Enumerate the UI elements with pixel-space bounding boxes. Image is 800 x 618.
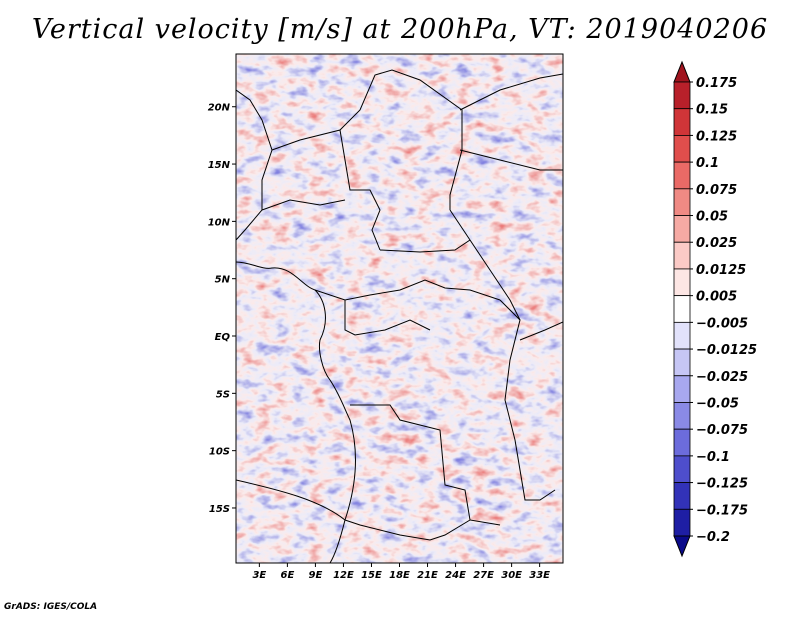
colorbar-label: 0.125 — [696, 129, 737, 144]
colorbar-band — [673, 188, 691, 216]
colorbar-label: −0.125 — [696, 477, 748, 492]
colorbar-band — [673, 215, 691, 243]
colorbar-label: 0.075 — [696, 183, 737, 198]
y-tick-label: 15N — [208, 160, 231, 171]
x-tick-label: 21E — [417, 570, 438, 581]
colorbar-label: 0.05 — [696, 210, 728, 225]
colorbar-label: −0.05 — [696, 396, 739, 411]
chart-title: Vertical velocity [m/s] at 200hPa, VT: 2… — [31, 14, 769, 45]
colorbar-band — [673, 241, 691, 270]
x-tick-label: 18E — [389, 570, 410, 581]
colorbar-label: 0.15 — [696, 103, 728, 118]
colorbar-label: 0.1 — [696, 156, 719, 171]
x-tick-label: 24E — [445, 570, 466, 581]
country-borders — [236, 69, 563, 563]
colorbar-label: 0.005 — [696, 290, 737, 305]
colorbar-band — [673, 348, 691, 377]
colorbar: 0.175 0.15 0.125 0.1 0.075 0.05 0.025 0.0125 0.0… — [673, 60, 757, 558]
y-tick-label: EQ — [215, 332, 231, 343]
colorbar-label: −0.175 — [696, 503, 748, 518]
colorbar-label: −0.2 — [696, 530, 730, 545]
x-tick-label: 3E — [252, 570, 266, 581]
colorbar-band — [673, 295, 691, 323]
y-tick-label: 20N — [208, 103, 231, 114]
colorbar-label: −0.0125 — [696, 343, 757, 358]
x-tick-label: 6E — [280, 570, 294, 581]
y-tick-label: 5S — [216, 389, 230, 400]
colorbar-label: 0.0125 — [696, 263, 746, 278]
colorbar-band — [673, 161, 691, 190]
colorbar-band — [673, 428, 691, 457]
colorbar-label: 0.025 — [696, 236, 737, 251]
colorbar-band — [673, 508, 691, 537]
x-axis: 3E 6E 9E 12E 15E 18E 21E 24E 27E 30E 33E — [252, 563, 550, 581]
x-tick-label: 15E — [361, 570, 382, 581]
x-tick-label: 27E — [473, 570, 494, 581]
colorbar-label: −0.075 — [696, 423, 748, 438]
colorbar-min-triangle — [673, 535, 691, 558]
colorbar-band — [673, 321, 691, 350]
colorbar-band — [673, 135, 691, 163]
y-tick-label: 5N — [215, 275, 231, 286]
colorbar-max-triangle — [673, 60, 691, 83]
grads-credit: GrADS: IGES/COLA — [4, 602, 98, 612]
x-tick-label: 30E — [501, 570, 522, 581]
y-tick-label: 10N — [208, 217, 231, 228]
colorbar-band — [673, 402, 691, 430]
y-tick-label: 10S — [209, 447, 230, 458]
colorbar-band — [673, 482, 691, 510]
x-tick-label: 9E — [309, 570, 323, 581]
colorbar-label: −0.025 — [696, 370, 748, 385]
x-tick-label: 12E — [333, 570, 354, 581]
x-tick-label: 33E — [529, 570, 550, 581]
colorbar-band — [673, 455, 691, 483]
colorbar-band — [673, 81, 691, 110]
colorbar-band — [673, 268, 691, 297]
y-tick-label: 15S — [209, 504, 230, 515]
colorbar-label: −0.1 — [696, 450, 730, 465]
colorbar-label: 0.175 — [696, 76, 737, 91]
colorbar-label: −0.005 — [696, 316, 748, 331]
colorbar-band — [673, 375, 691, 403]
y-axis: 20N 15N 10N 5N EQ 5S 10S 15S — [208, 103, 236, 515]
colorbar-band — [673, 108, 691, 136]
